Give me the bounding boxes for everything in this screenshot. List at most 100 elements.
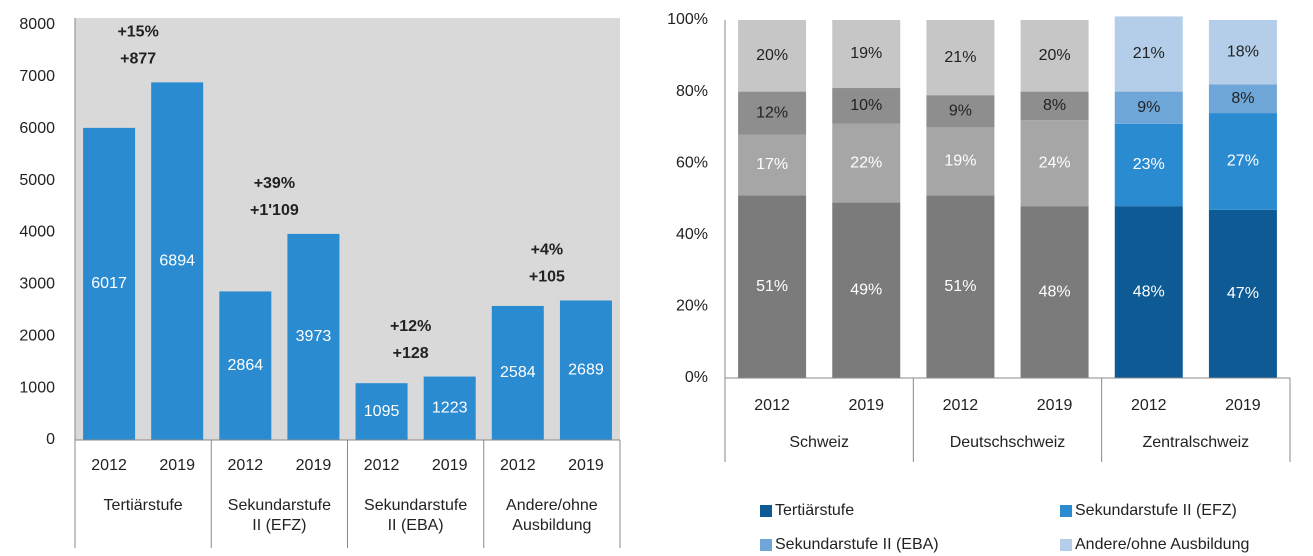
data-label: 24% bbox=[1039, 154, 1071, 171]
data-label: 48% bbox=[1039, 283, 1071, 300]
x-tick-label: 2019 bbox=[1037, 397, 1073, 414]
bar-segment bbox=[1020, 120, 1089, 207]
bar bbox=[559, 300, 612, 440]
x-tick-label: 2012 bbox=[943, 397, 979, 414]
group-label-box: Andere/ohne Ausbildung bbox=[506, 497, 598, 534]
data-label: 47% bbox=[1227, 285, 1259, 302]
group-label: Sekundarstufe II (EBA) bbox=[364, 497, 468, 534]
bar-segment bbox=[1114, 91, 1183, 124]
bar-segment bbox=[832, 202, 901, 378]
y-tick-label: 20% bbox=[676, 298, 708, 315]
data-label: 8% bbox=[1231, 90, 1254, 107]
data-label: 1095 bbox=[364, 403, 400, 420]
data-label: 48% bbox=[1133, 283, 1165, 300]
group-label: Schweiz bbox=[789, 434, 849, 451]
legend-label: Sekundarstufe II (EFZ) bbox=[1075, 502, 1237, 519]
y-tick-label: 0 bbox=[46, 431, 55, 448]
data-label: 18% bbox=[1227, 43, 1259, 60]
y-tick-label: 5000 bbox=[19, 172, 55, 189]
bar bbox=[355, 383, 408, 440]
bar-segment bbox=[926, 20, 995, 96]
bar-segment bbox=[1114, 123, 1183, 207]
annotation: +128 bbox=[393, 345, 429, 362]
group-label-box: Tertiärstufe bbox=[103, 497, 183, 514]
x-tick-label: 2019 bbox=[159, 457, 195, 474]
bar-segment bbox=[1020, 206, 1089, 378]
bar-segment bbox=[1020, 20, 1089, 92]
annotation: +39% bbox=[254, 175, 295, 192]
data-label: 9% bbox=[949, 103, 972, 120]
annotation: +877 bbox=[120, 51, 156, 68]
bar bbox=[287, 233, 340, 440]
data-label: 21% bbox=[1133, 45, 1165, 62]
x-tick-label: 2019 bbox=[848, 397, 884, 414]
y-tick-label: 8000 bbox=[19, 16, 55, 33]
legend-swatch bbox=[760, 539, 772, 551]
bar-segment bbox=[1208, 20, 1277, 85]
annotation: +12% bbox=[390, 318, 431, 335]
x-tick-label: 2012 bbox=[91, 457, 127, 474]
x-tick-label: 2012 bbox=[500, 457, 536, 474]
x-tick-label: 2012 bbox=[228, 457, 264, 474]
group-label: Tertiärstufe bbox=[103, 497, 183, 514]
bar-segment bbox=[926, 127, 995, 196]
data-label: 10% bbox=[850, 97, 882, 114]
data-label: 19% bbox=[944, 153, 976, 170]
y-tick-label: 60% bbox=[676, 154, 708, 171]
bar-segment bbox=[738, 91, 807, 135]
annotation: +4% bbox=[531, 242, 563, 259]
group-label: Sekundarstufe II (EFZ) bbox=[227, 497, 331, 534]
data-label: 2584 bbox=[500, 364, 536, 381]
group-label-box: Sekundarstufe II (EFZ) bbox=[227, 497, 331, 534]
legend-swatch bbox=[1060, 539, 1072, 551]
data-label: 2864 bbox=[228, 357, 264, 374]
bar-segment bbox=[738, 195, 807, 378]
group-label: Zentralschweiz bbox=[1142, 434, 1249, 451]
data-label: 19% bbox=[850, 45, 882, 62]
bar-segment bbox=[1114, 16, 1183, 92]
legend-label: Andere/ohne Ausbildung bbox=[1075, 536, 1249, 553]
y-tick-label: 3000 bbox=[19, 276, 55, 293]
y-tick-label: 100% bbox=[667, 11, 708, 28]
data-label: 21% bbox=[944, 49, 976, 66]
bar-segment bbox=[832, 20, 901, 89]
annotation: +105 bbox=[529, 269, 565, 286]
data-label: 3973 bbox=[296, 328, 332, 345]
legend-label: Tertiärstufe bbox=[775, 502, 854, 519]
bar-segment bbox=[1114, 206, 1183, 378]
annotation: +15% bbox=[117, 24, 158, 41]
legend-swatch bbox=[1060, 505, 1072, 517]
data-label: 23% bbox=[1133, 156, 1165, 173]
x-tick-label: 2012 bbox=[1131, 397, 1167, 414]
bar-segment bbox=[1208, 209, 1277, 378]
bar bbox=[151, 82, 204, 440]
x-tick-label: 2019 bbox=[432, 457, 468, 474]
x-tick-label: 2019 bbox=[568, 457, 604, 474]
bar bbox=[83, 127, 136, 440]
data-label: 8% bbox=[1043, 97, 1066, 114]
group-label: Deutschschweiz bbox=[950, 434, 1066, 451]
y-tick-label: 40% bbox=[676, 226, 708, 243]
data-label: 9% bbox=[1137, 99, 1160, 116]
data-label: 17% bbox=[756, 156, 788, 173]
data-label: 22% bbox=[850, 154, 882, 171]
data-label: 51% bbox=[944, 278, 976, 295]
bar-segment bbox=[926, 195, 995, 378]
y-tick-label: 2000 bbox=[19, 327, 55, 344]
legend-label: Sekundarstufe II (EBA) bbox=[775, 536, 939, 553]
data-label: 49% bbox=[850, 282, 882, 299]
data-label: 20% bbox=[756, 47, 788, 64]
x-tick-label: 2012 bbox=[754, 397, 790, 414]
y-tick-label: 7000 bbox=[19, 68, 55, 85]
bar-segment bbox=[1208, 113, 1277, 210]
bar-segment bbox=[832, 88, 901, 124]
bar-segment bbox=[1208, 84, 1277, 114]
data-label: 6017 bbox=[91, 275, 127, 292]
data-label: 27% bbox=[1227, 153, 1259, 170]
x-tick-label: 2019 bbox=[1225, 397, 1261, 414]
data-label: 51% bbox=[756, 278, 788, 295]
annotation: +1'109 bbox=[250, 202, 299, 219]
data-label: 6894 bbox=[159, 252, 195, 269]
y-tick-label: 6000 bbox=[19, 120, 55, 137]
